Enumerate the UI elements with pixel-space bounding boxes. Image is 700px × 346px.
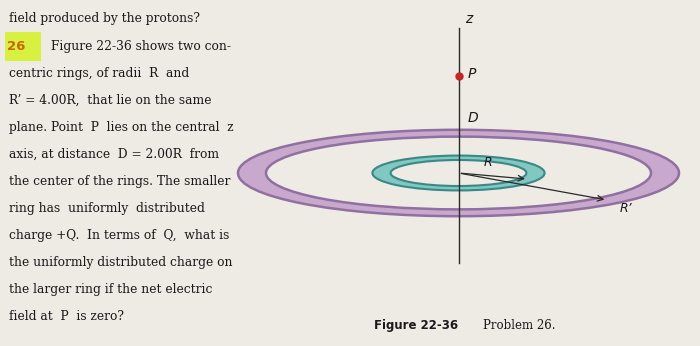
Text: the uniformly distributed charge on: the uniformly distributed charge on [9, 256, 232, 269]
Text: P: P [468, 67, 476, 81]
Text: R’ = 4.00R,  that lie on the same: R’ = 4.00R, that lie on the same [9, 94, 211, 107]
Text: Problem 26.: Problem 26. [483, 319, 556, 332]
Ellipse shape [372, 156, 545, 190]
Text: 26: 26 [7, 40, 25, 53]
Text: centric rings, of radii  R  and: centric rings, of radii R and [9, 67, 189, 80]
Text: charge +Q.  In terms of  Q,  what is: charge +Q. In terms of Q, what is [9, 229, 230, 242]
Text: plane. Point  P  lies on the central  z: plane. Point P lies on the central z [9, 121, 234, 134]
Text: R: R [484, 156, 492, 169]
Text: field at  P  is zero?: field at P is zero? [9, 310, 124, 323]
Text: axis, at distance  D = 2.00R  from: axis, at distance D = 2.00R from [9, 148, 219, 161]
Ellipse shape [391, 160, 526, 186]
Text: the center of the rings. The smaller: the center of the rings. The smaller [9, 175, 230, 188]
Text: R’: R’ [620, 202, 632, 215]
Text: the larger ring if the net electric: the larger ring if the net electric [9, 283, 213, 296]
Text: z: z [466, 12, 472, 26]
Text: ring has  uniformly  distributed: ring has uniformly distributed [9, 202, 205, 215]
Text: field produced by the protons?: field produced by the protons? [9, 12, 200, 25]
Text: Figure 22-36 shows two con-: Figure 22-36 shows two con- [51, 40, 231, 53]
Text: D: D [468, 111, 478, 125]
Bar [5, 32, 41, 62]
Ellipse shape [238, 130, 679, 216]
Ellipse shape [266, 137, 651, 209]
Text: Figure 22-36: Figure 22-36 [374, 319, 458, 332]
